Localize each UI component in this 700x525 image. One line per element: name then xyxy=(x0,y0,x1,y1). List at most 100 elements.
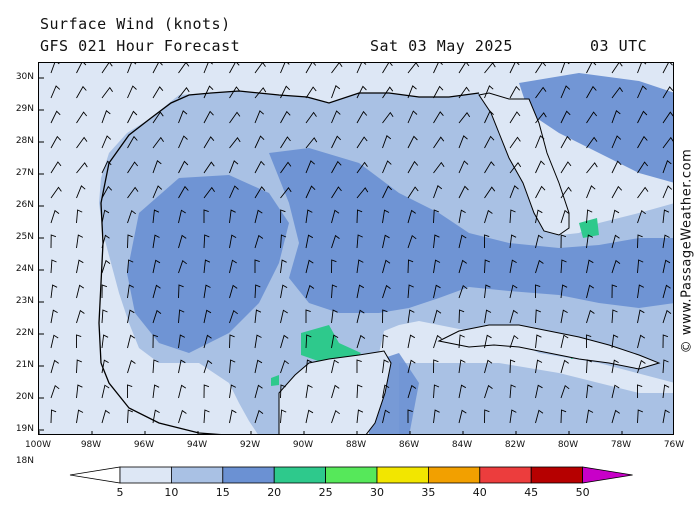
lon-label: 80W xyxy=(557,440,579,450)
wind-barb xyxy=(611,135,622,149)
wind-barb xyxy=(637,209,646,224)
wind-barb xyxy=(586,162,598,174)
wind-barb xyxy=(127,309,135,324)
wind-barb xyxy=(229,234,237,249)
wind-barb xyxy=(509,63,520,74)
wind-barb xyxy=(280,334,289,349)
lon-label: 84W xyxy=(451,440,473,450)
wind-barb xyxy=(305,137,318,149)
wind-barb xyxy=(509,209,516,224)
wind-barb xyxy=(152,160,162,174)
wind-barb xyxy=(509,234,517,249)
wind-barb xyxy=(203,384,210,399)
lat-label: 27N xyxy=(15,168,34,178)
florida-land xyxy=(478,92,570,236)
wind-barb xyxy=(586,209,593,224)
wind-map[interactable] xyxy=(38,62,674,435)
wind-barb xyxy=(50,209,60,224)
wind-barb xyxy=(305,209,313,224)
wind-barb xyxy=(229,309,238,324)
wind-barb xyxy=(560,110,571,124)
wind-barb xyxy=(382,384,390,399)
wind-barb xyxy=(229,86,240,99)
wind-barb xyxy=(382,409,390,424)
wind-barb xyxy=(229,384,237,399)
wind-barb xyxy=(407,63,420,74)
wind-barb xyxy=(331,284,338,299)
wind-barb xyxy=(203,186,215,199)
lat-label: 24N xyxy=(15,264,34,274)
wind-barb xyxy=(152,309,162,324)
wind-band-20 xyxy=(301,325,361,363)
legend-swatch xyxy=(171,466,224,484)
wind-barb xyxy=(662,136,673,149)
wind-barb xyxy=(433,359,439,374)
wind-barb xyxy=(203,409,210,424)
wind-barb xyxy=(76,309,85,324)
legend-tick-label: 35 xyxy=(421,486,436,499)
legend-swatch xyxy=(479,466,532,484)
wind-barb xyxy=(637,284,645,299)
lon-label: 100W xyxy=(24,440,52,450)
wind-barb xyxy=(458,309,465,324)
wind-barb xyxy=(127,63,137,74)
wind-barb xyxy=(178,87,190,99)
wind-barb xyxy=(203,259,211,274)
wind-barb xyxy=(101,359,109,374)
wind-barb xyxy=(152,359,159,374)
wind-barb xyxy=(560,334,569,349)
wind-barb xyxy=(662,234,670,249)
wind-barb xyxy=(458,384,467,399)
wind-barb xyxy=(637,409,643,424)
wind-barb xyxy=(509,359,516,374)
wind-barb xyxy=(50,135,62,149)
wind-barb xyxy=(50,284,58,299)
wind-barb xyxy=(586,234,594,249)
lon-label: 76W xyxy=(663,440,685,450)
wind-barb xyxy=(305,309,311,323)
wind-barb xyxy=(407,409,413,423)
wind-barb xyxy=(433,334,442,349)
wind-barb xyxy=(484,309,492,324)
wind-barb xyxy=(178,409,187,424)
wind-barb xyxy=(127,409,133,424)
lon-label: 98W xyxy=(80,440,102,450)
wind-barb xyxy=(127,135,138,149)
wind-barb xyxy=(535,185,546,199)
wind-barb xyxy=(662,359,669,374)
wind-barb xyxy=(76,384,83,399)
wind-barb xyxy=(356,334,366,349)
wind-barb xyxy=(611,234,620,249)
wind-barb xyxy=(305,409,314,424)
wind-barb xyxy=(331,309,338,324)
wind-barb xyxy=(586,85,597,99)
wind-barb xyxy=(586,63,597,74)
wind-barb xyxy=(356,161,368,174)
wind-barb xyxy=(305,334,312,349)
wind-barb xyxy=(254,284,261,299)
wind-barb xyxy=(178,234,187,249)
wind-barb xyxy=(203,209,209,223)
wind-barb xyxy=(280,359,289,374)
wind-barb xyxy=(331,135,342,149)
legend-tick-label: 15 xyxy=(215,486,230,499)
copyright-text: © www.PassageWeather.com xyxy=(679,148,695,354)
wind-barb xyxy=(484,409,490,424)
wind-barb xyxy=(560,85,571,99)
wind-barb xyxy=(509,334,519,349)
wind-barb xyxy=(76,284,85,299)
wind-barb xyxy=(178,309,185,324)
wind-barb xyxy=(458,234,467,249)
wind-barb xyxy=(433,111,444,124)
wind-barb xyxy=(509,384,516,399)
wind-barb xyxy=(76,185,86,199)
wind-barb xyxy=(535,112,547,124)
wind-barb xyxy=(76,136,88,149)
wind-barb xyxy=(356,234,363,249)
lon-label: 96W xyxy=(133,440,155,450)
wind-barb xyxy=(535,160,545,174)
wind-barb xyxy=(662,284,671,299)
wind-barb xyxy=(433,234,440,249)
legend-tick-label: 30 xyxy=(370,486,384,499)
wind-barb xyxy=(331,160,342,174)
